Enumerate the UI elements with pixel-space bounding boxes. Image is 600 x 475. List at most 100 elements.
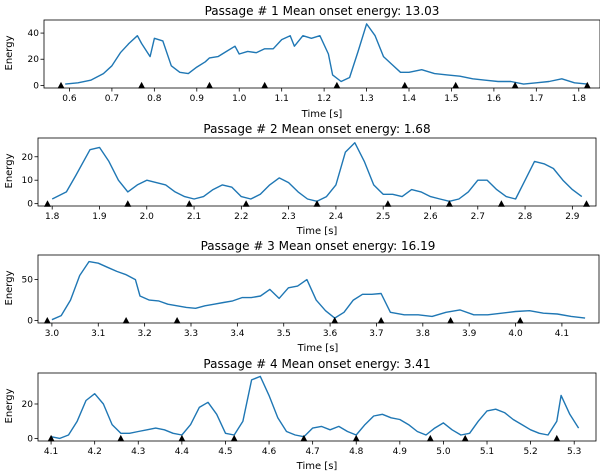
y-tick-label: 20 [28, 55, 40, 65]
onset-marker [313, 200, 321, 207]
x-tick-label: 2.2 [234, 212, 248, 222]
onset-marker [352, 434, 360, 442]
onset-marker [445, 200, 453, 207]
x-tick-label: 5.3 [567, 447, 581, 457]
x-tick-label: 3.4 [230, 329, 245, 339]
x-tick-label: 3.6 [323, 329, 338, 339]
x-tick-label: 2.0 [140, 212, 155, 222]
x-tick-label: 5.2 [523, 447, 537, 457]
y-axis-label: Energy [4, 270, 15, 305]
x-tick-label: 1.4 [402, 94, 417, 104]
onset-marker [452, 81, 460, 89]
x-tick-label: 5.1 [480, 447, 494, 457]
onset-marker [43, 317, 51, 324]
y-tick-label: 0 [27, 434, 33, 444]
y-tick-label: 10 [22, 176, 34, 186]
x-tick-label: 1.6 [487, 94, 502, 104]
x-tick-label: 4.1 [44, 447, 58, 457]
x-tick-label: 4.9 [393, 447, 408, 457]
onset-marker [401, 81, 409, 89]
onset-marker [461, 434, 469, 442]
plot-frame [37, 137, 597, 207]
x-tick-label: 3.7 [369, 329, 383, 339]
onset-marker [384, 200, 392, 207]
onset-marker [511, 81, 519, 89]
x-tick-label: 1.8 [45, 212, 60, 222]
x-tick-label: 0.7 [105, 94, 119, 104]
x-axis-label: Time [s] [296, 461, 338, 472]
onset-marker [516, 317, 524, 324]
x-tick-label: 1.2 [317, 94, 331, 104]
plot-frame [37, 254, 600, 324]
subplot-passage-4: Passage # 4 Mean onset energy: 3.41 Ener… [4, 357, 597, 472]
x-axis-label: Time [s] [296, 226, 338, 237]
x-tick-label: 4.8 [349, 447, 364, 457]
y-tick-label: 0 [33, 81, 39, 91]
energy-series-line [51, 260, 586, 321]
subplot-passage-2: Passage # 2 Mean onset energy: 1.68 Ener… [4, 122, 597, 237]
x-tick-label: 1.3 [359, 94, 373, 104]
x-tick-label: 4.2 [88, 447, 102, 457]
x-tick-label: 3.9 [462, 329, 477, 339]
x-tick-label: 4.7 [305, 447, 319, 457]
y-axis-label: Energy [4, 388, 15, 423]
x-tick-label: 1.5 [444, 94, 458, 104]
onset-marker [47, 434, 55, 442]
x-tick-label: 3.1 [91, 329, 105, 339]
onset-marker [447, 317, 455, 324]
x-axis-label: Time [s] [297, 343, 339, 354]
x-tick-label: 4.4 [175, 447, 190, 457]
x-tick-label: 3.2 [137, 329, 151, 339]
x-tick-label: 4.5 [218, 447, 232, 457]
y-tick-label: 40 [28, 29, 40, 39]
x-tick-label: 1.7 [529, 94, 543, 104]
onset-marker [331, 317, 339, 324]
subplot-title: Passage # 3 Mean onset energy: 16.19 [201, 239, 436, 253]
onset-marker [242, 200, 250, 207]
x-tick-label: 0.8 [147, 94, 162, 104]
x-tick-label: 1.1 [275, 94, 289, 104]
onset-marker [178, 434, 186, 442]
onset-marker [138, 81, 146, 89]
onset-marker [57, 81, 65, 89]
onset-marker [230, 434, 238, 442]
x-tick-label: 2.9 [565, 212, 580, 222]
onset-marker [124, 200, 132, 207]
onset-marker [553, 434, 561, 442]
onset-marker [122, 317, 130, 324]
plot-frame [43, 19, 600, 89]
y-tick-label: 50 [22, 276, 34, 286]
onset-marker [583, 81, 591, 89]
x-tick-label: 2.7 [471, 212, 485, 222]
onset-marker [261, 81, 269, 89]
x-tick-label: 4.3 [131, 447, 145, 457]
onset-marker [583, 200, 590, 207]
onset-marker [377, 317, 385, 324]
subplot-title: Passage # 2 Mean onset energy: 1.68 [203, 122, 430, 136]
x-tick-label: 2.8 [518, 212, 533, 222]
onset-marker [333, 81, 341, 89]
subplot-passage-3: Passage # 3 Mean onset energy: 16.19 Ene… [4, 239, 600, 354]
onset-marker [44, 200, 51, 207]
y-tick-label: 20 [22, 400, 34, 410]
x-tick-label: 4.1 [555, 329, 569, 339]
subplot-title: Passage # 4 Mean onset energy: 3.41 [203, 357, 430, 371]
onset-marker [173, 317, 181, 324]
onset-marker [426, 434, 434, 442]
subplot-title: Passage # 1 Mean onset energy: 13.03 [205, 4, 440, 18]
x-tick-label: 1.9 [92, 212, 107, 222]
plot-frame [37, 372, 597, 442]
y-axis-label: Energy [4, 153, 15, 188]
y-tick-label: 20 [22, 153, 34, 163]
x-tick-label: 0.6 [62, 94, 77, 104]
energy-series-line [50, 375, 580, 440]
x-tick-label: 2.4 [329, 212, 344, 222]
onset-marker [185, 200, 193, 207]
x-axis-label: Time [s] [301, 109, 343, 120]
onset-marker [206, 81, 213, 89]
x-tick-label: 4.6 [262, 447, 277, 457]
x-tick-label: 2.5 [376, 212, 390, 222]
x-tick-label: 0.9 [190, 94, 205, 104]
x-tick-label: 1.8 [572, 94, 587, 104]
